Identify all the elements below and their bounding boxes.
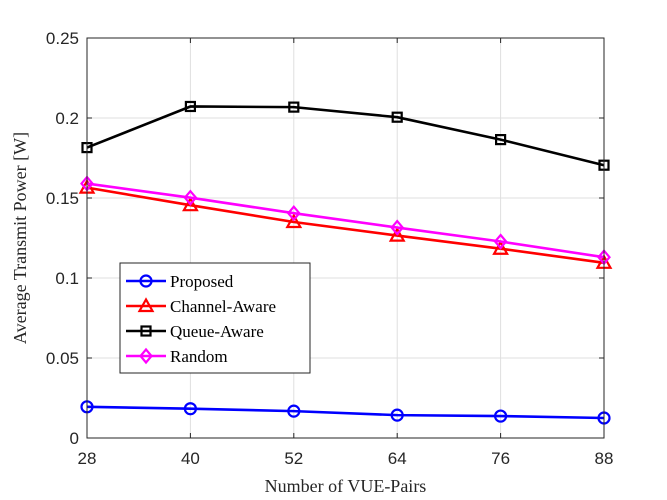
legend-label: Channel-Aware <box>170 297 276 316</box>
data-point <box>391 111 403 123</box>
legend-label: Queue-Aware <box>170 322 264 341</box>
data-point <box>388 226 406 242</box>
x-tick-label: 52 <box>284 449 303 468</box>
data-point <box>140 325 152 337</box>
x-tick-label: 40 <box>181 449 200 468</box>
y-tick-label: 0.25 <box>46 29 79 48</box>
x-tick-label: 28 <box>78 449 97 468</box>
y-tick-label: 0 <box>70 429 79 448</box>
legend: Proposed Channel-Aware Queue-Aware Random <box>119 262 311 374</box>
data-point <box>183 189 198 206</box>
axes-frame <box>86 37 605 439</box>
data-point <box>390 408 404 422</box>
legend-entry: Proposed <box>126 272 234 291</box>
data-point <box>286 204 301 222</box>
series-line <box>86 182 605 259</box>
legend-entry: Random <box>126 347 228 366</box>
series-line <box>86 105 605 167</box>
y-axis-label: Average Transmit Power [W] <box>10 132 30 344</box>
data-point <box>183 402 197 416</box>
y-tick-label: 0.1 <box>55 269 79 288</box>
series-group <box>78 100 613 425</box>
data-point <box>287 404 301 418</box>
data-point <box>137 297 155 313</box>
data-point <box>493 233 508 250</box>
legend-entry: Channel-Aware <box>126 297 276 316</box>
data-point <box>492 239 509 255</box>
series-line <box>86 405 605 420</box>
data-point <box>288 101 300 113</box>
plot-area <box>87 38 604 438</box>
series-line <box>86 186 605 265</box>
x-tick-label: 88 <box>595 449 614 468</box>
x-tick-label: 64 <box>388 449 407 468</box>
legend-label: Random <box>170 347 228 366</box>
tick-labels: 28 40 52 64 76 88 0 0.05 0.1 0.15 0.2 0.25 <box>46 29 614 468</box>
data-point <box>182 196 199 212</box>
y-tick-label: 0.2 <box>55 109 79 128</box>
data-point <box>495 134 507 146</box>
legend-entry: Queue-Aware <box>126 322 264 341</box>
data-point <box>285 213 303 229</box>
data-point <box>184 100 196 113</box>
ticks <box>86 37 605 439</box>
data-point <box>139 347 153 365</box>
legend-label: Proposed <box>170 272 234 291</box>
x-axis-label: Number of VUE-Pairs <box>265 476 427 496</box>
data-point <box>139 274 153 288</box>
data-point <box>494 409 508 423</box>
x-tick-label: 76 <box>491 449 510 468</box>
y-tick-label: 0.05 <box>46 349 79 368</box>
data-point <box>390 219 405 236</box>
y-tick-label: 0.15 <box>46 189 79 208</box>
series-random <box>80 175 611 266</box>
